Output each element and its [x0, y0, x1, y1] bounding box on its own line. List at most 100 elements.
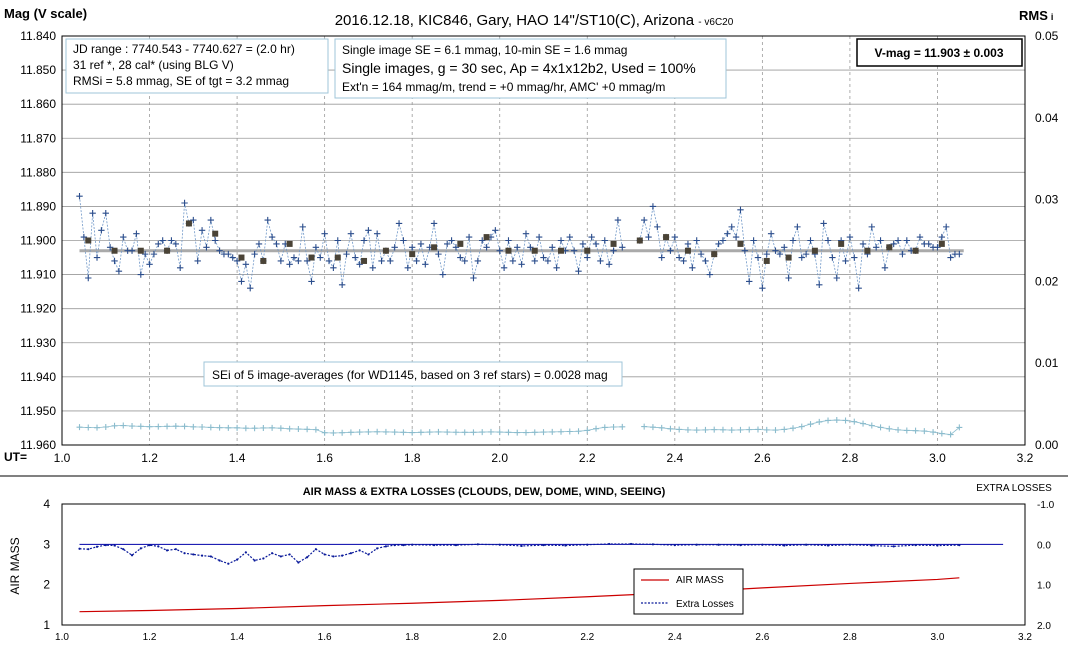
single-image-point	[303, 257, 311, 265]
single-image-point	[461, 257, 468, 265]
extra-losses-point	[454, 544, 458, 547]
single-image-point	[159, 237, 166, 244]
single-image-point	[133, 230, 140, 237]
single-image-point	[658, 254, 665, 261]
top-y-tick-label: 11.940	[20, 370, 56, 384]
extra-losses-point	[892, 545, 895, 548]
extra-losses-point	[367, 553, 370, 556]
top-y-axis-label: Mag (V scale)	[4, 6, 87, 21]
single-image-point	[225, 250, 232, 258]
single-image-point	[719, 237, 727, 244]
top-y2-tick-label: 0.02	[1035, 274, 1059, 288]
single-image-line	[639, 206, 960, 289]
top-y2-tick-label: 0.05	[1035, 29, 1059, 43]
single-image-point	[242, 261, 250, 268]
single-image-point	[667, 247, 674, 254]
bottom-y-tick-label: 2	[43, 578, 50, 592]
single-image-point	[842, 257, 849, 265]
single-image-point	[404, 264, 412, 271]
extra-losses-point	[432, 544, 436, 547]
extra-losses-point	[218, 559, 221, 562]
bottom-x-tick-label: 2.4	[668, 632, 682, 643]
single-image-point	[330, 264, 337, 271]
single-image-point	[325, 257, 333, 265]
rms-point	[842, 417, 849, 424]
extra-losses-point	[253, 559, 256, 562]
extra-losses-point	[783, 544, 786, 547]
rms-point	[435, 428, 442, 435]
single-image-point	[207, 216, 215, 224]
single-image-point	[820, 220, 827, 227]
rms-point	[584, 427, 591, 434]
top-chart-title: 2016.12.18, KIC846, Gary, HAO 14"/ST10(C…	[335, 12, 734, 29]
rms-point	[155, 423, 162, 430]
extra-losses-point	[393, 544, 396, 547]
rms-point	[487, 428, 494, 435]
single-image-point	[750, 237, 757, 244]
single-image-point	[899, 250, 906, 258]
rms-point	[641, 423, 648, 430]
single-image-point	[514, 244, 521, 251]
top-y-tick-label: 11.950	[20, 404, 56, 418]
single-image-point	[474, 257, 482, 265]
extra-losses-point	[165, 549, 169, 552]
rms-point	[321, 429, 328, 436]
single-image-point	[198, 227, 206, 234]
single-image-point	[807, 237, 814, 244]
single-image-point	[273, 240, 280, 248]
single-image-point	[277, 257, 285, 265]
rms-point	[172, 423, 179, 430]
average-point	[785, 254, 792, 261]
info-left-line-3: RMSi = 5.8 mmag, SE of tgt = 3.2 mmag	[73, 74, 289, 88]
rms-point	[903, 427, 910, 434]
top-y2-tick-labels: 0.05 0.04 0.03 0.02 0.01 0.00	[1035, 29, 1059, 452]
single-image-point	[395, 220, 403, 227]
single-image-point	[102, 210, 109, 217]
extra-losses-point	[542, 544, 545, 547]
rms-point	[356, 429, 363, 436]
single-image-point	[680, 257, 687, 265]
single-image-point	[789, 237, 797, 244]
single-image-point	[115, 267, 123, 275]
single-image-point	[347, 230, 355, 237]
single-image-point	[798, 254, 805, 261]
single-image-point	[737, 206, 744, 214]
single-image-point	[128, 247, 136, 254]
extra-losses-point	[673, 544, 676, 547]
rms-point	[164, 423, 171, 430]
single-image-point	[728, 223, 735, 231]
rms-point	[269, 424, 276, 431]
single-image-point	[584, 254, 591, 261]
single-image-point	[903, 237, 911, 244]
average-point	[584, 247, 591, 254]
single-image-point	[465, 233, 473, 241]
single-image-point	[531, 257, 538, 265]
top-y-tick-labels: 11.840 11.850 11.860 11.870 11.880 11.890 11.9…	[20, 29, 56, 452]
single-image-point	[890, 240, 897, 248]
average-point	[912, 247, 919, 254]
single-image-point	[772, 247, 779, 254]
top-y-tick-label: 11.890	[20, 199, 56, 213]
extra-losses-point	[78, 547, 81, 550]
extra-losses-point	[279, 555, 282, 558]
single-image-point	[264, 216, 271, 224]
info-mid-line-1: Single image SE = 6.1 mmag, 10-min SE = …	[342, 43, 627, 57]
rms-point	[400, 429, 407, 436]
rms-point	[444, 429, 451, 436]
rms-point	[102, 424, 109, 431]
extra-losses-point	[805, 543, 808, 546]
bottom-x-tick-label: 1.6	[318, 632, 332, 643]
info-left-line-2: 31 ref *, 28 cal* (using BLG V)	[73, 58, 234, 72]
single-image-point	[645, 233, 652, 241]
single-image-point	[417, 240, 425, 248]
legend-airmass-label: AIR MASS	[676, 575, 724, 586]
rms-point	[601, 424, 608, 431]
average-point	[308, 254, 315, 261]
rms-point	[330, 429, 337, 436]
info-left-line-1: JD range : 7740.543 - 7740.627 = (2.0 hr…	[73, 42, 295, 56]
rms-point	[772, 427, 779, 434]
single-image-point	[176, 264, 184, 271]
average-point	[286, 240, 293, 247]
info-mid-line-2: Single images, g = 30 sec, Ap = 4x1x12b2…	[342, 60, 696, 76]
bottom-y-tick-label: 1	[43, 618, 50, 632]
